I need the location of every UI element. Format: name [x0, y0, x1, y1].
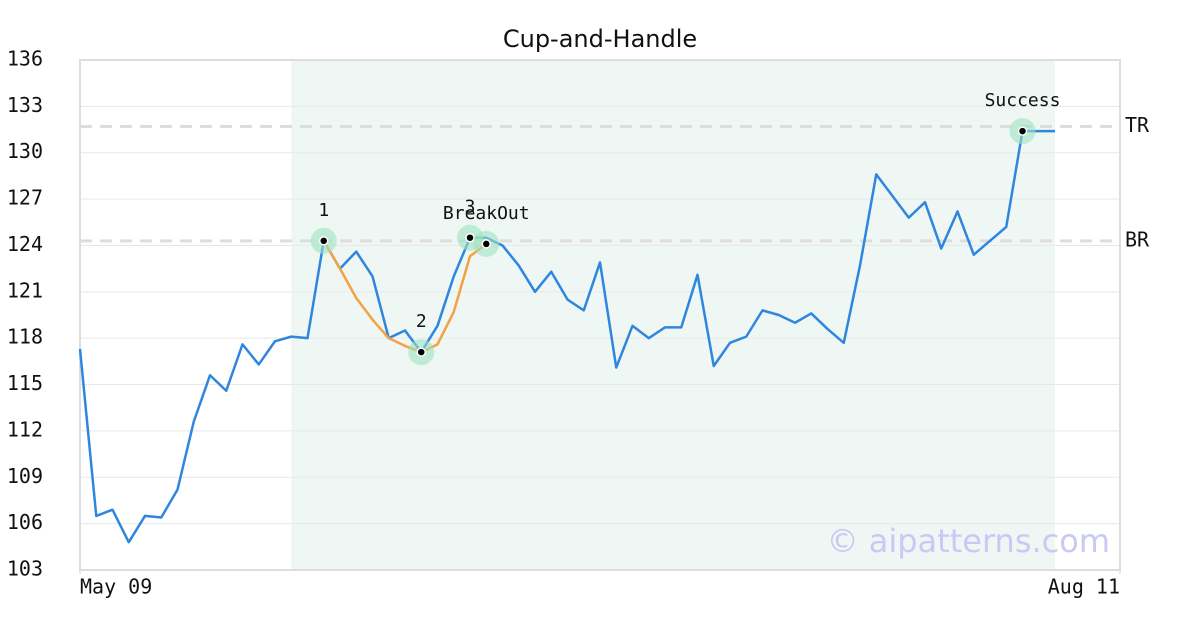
pattern-region	[291, 60, 1055, 570]
y-tick-label: 106	[7, 510, 43, 534]
y-tick-label: 103	[7, 557, 43, 581]
level-label: BR	[1125, 227, 1150, 251]
x-tick-label: May 09	[80, 575, 152, 599]
marker-label: 2	[416, 311, 427, 332]
y-tick-label: 115	[7, 371, 43, 395]
marker-label: 1	[318, 200, 329, 221]
y-tick-label: 121	[7, 278, 43, 302]
series-line	[78, 129, 1055, 544]
y-tick-label: 118	[7, 325, 43, 349]
marker-dot	[481, 239, 491, 249]
y-tick-label: 130	[7, 139, 43, 163]
chart-title: Cup-and-Handle	[503, 25, 697, 53]
plot-frame	[79, 59, 1121, 571]
watermark: © aipatterns.com	[827, 522, 1110, 560]
marker-dot	[465, 232, 475, 243]
y-tick-label: 109	[7, 464, 43, 488]
y-tick-label: 127	[7, 186, 43, 210]
marker-dot	[416, 347, 426, 357]
series-line	[322, 240, 488, 354]
level-label: TR	[1125, 113, 1150, 137]
marker-label: Success	[985, 90, 1061, 111]
y-tick-label: 112	[7, 417, 43, 441]
x-tick-label: Aug 11	[1048, 575, 1120, 599]
marker-label: BreakOut	[443, 203, 530, 224]
marker-dot	[1017, 126, 1028, 136]
marker-label: 3	[465, 197, 476, 218]
y-tick-label: 124	[7, 232, 43, 256]
y-tick-label: 133	[7, 93, 43, 117]
marker-dot	[319, 236, 329, 246]
y-tick-label: 136	[7, 47, 43, 71]
